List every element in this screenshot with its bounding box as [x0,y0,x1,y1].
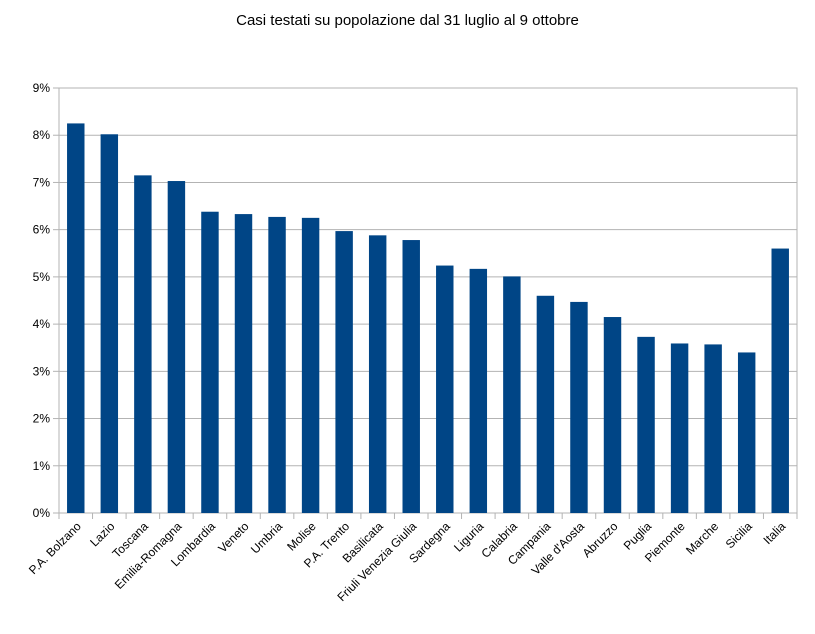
bar [536,295,555,513]
x-tick-label: Lazio [87,519,117,549]
bar [603,317,622,513]
bar [670,343,689,513]
chart-title: Casi testati su popolazione dal 31 lugli… [236,12,579,29]
bar [704,344,722,513]
x-tick-label: Umbria [248,519,285,556]
bar [402,240,420,514]
bar [637,336,655,513]
bar [436,265,454,513]
bar [201,211,219,513]
y-tick-label: 9% [33,81,51,95]
bar [134,175,152,513]
y-tick-label: 1% [33,459,51,473]
bar [570,301,588,513]
bar [234,214,253,514]
y-tick-label: 8% [33,128,51,142]
y-tick-label: 3% [33,364,51,378]
x-tick-label: Italia [761,519,789,547]
bar [771,248,789,514]
x-tick-label: Sicilia [723,519,755,551]
bar [67,123,85,514]
bar [100,134,119,513]
bar [368,235,387,514]
bar [469,268,488,513]
x-tick-label: P.A. Bolzano [26,519,84,577]
y-tick-label: 5% [33,270,51,284]
bar [503,276,521,513]
y-tick-label: 2% [33,412,51,426]
bar [301,217,320,513]
x-tick-label: Veneto [215,519,252,556]
bar [268,216,286,513]
y-tick-label: 0% [33,506,51,520]
y-tick-label: 4% [33,317,51,331]
x-tick-label: Marche [683,519,721,557]
y-tick-label: 7% [33,175,51,189]
bar [335,231,353,514]
bar [167,181,186,513]
x-tick-label: Abruzzo [580,519,621,560]
y-tick-label: 6% [33,223,51,237]
bar [737,352,756,513]
